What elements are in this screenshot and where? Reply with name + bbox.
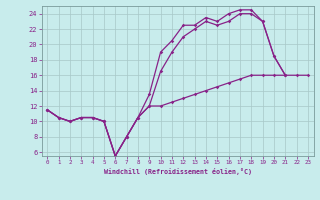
- X-axis label: Windchill (Refroidissement éolien,°C): Windchill (Refroidissement éolien,°C): [104, 168, 252, 175]
